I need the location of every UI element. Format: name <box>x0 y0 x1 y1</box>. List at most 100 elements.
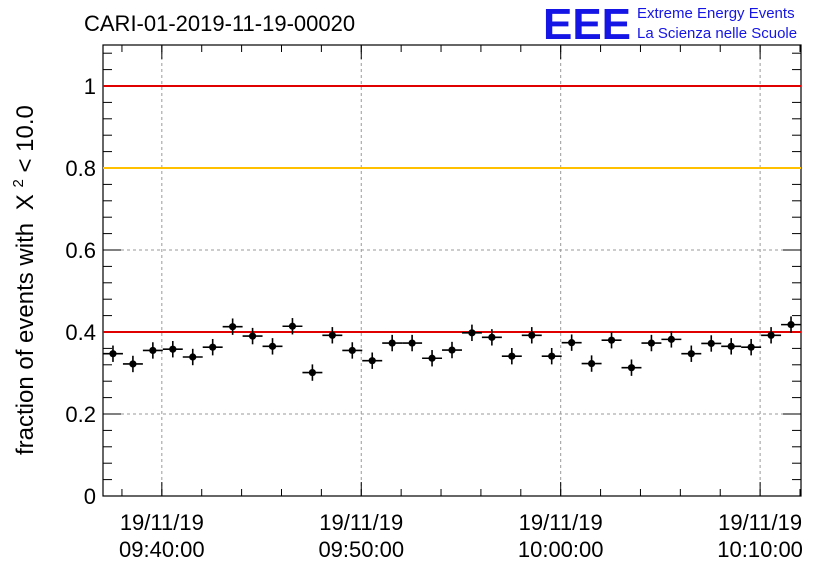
data-marker <box>209 343 217 351</box>
data-marker <box>428 354 436 362</box>
data-marker <box>508 352 516 360</box>
data-point <box>761 327 782 344</box>
x-tick-label-date: 19/11/19 <box>120 510 204 535</box>
data-point <box>103 345 123 362</box>
data-point <box>442 341 462 359</box>
data-point <box>561 334 582 351</box>
data-point <box>282 318 303 335</box>
data-marker <box>348 346 356 355</box>
axis-ticks <box>103 45 801 497</box>
data-marker <box>129 360 137 368</box>
data-point <box>262 338 283 355</box>
eee-logo-mark: EEE <box>543 0 631 49</box>
data-marker <box>787 321 795 329</box>
data-marker <box>707 339 715 348</box>
x-tick-label-date: 19/11/19 <box>718 510 802 535</box>
data-point <box>182 348 203 366</box>
y-axis-label: fraction of events with X 2 < 10.0 <box>2 105 39 455</box>
data-point <box>422 350 443 367</box>
data-marker <box>627 364 636 372</box>
data-marker <box>229 323 237 331</box>
data-point <box>721 338 742 355</box>
data-marker <box>109 350 117 358</box>
data-marker <box>149 346 157 355</box>
data-point <box>641 334 662 352</box>
data-marker <box>687 350 695 358</box>
y-tick-label: 0.4 <box>65 320 96 345</box>
x-tick-label-time: 09:50:00 <box>318 537 404 562</box>
x-tick-labels: 19/11/1909:40:0019/11/1909:50:0019/11/19… <box>119 510 803 562</box>
data-point <box>741 338 762 356</box>
data-point <box>781 316 801 333</box>
data-marker <box>189 353 197 361</box>
plot-frame <box>102 44 802 497</box>
y-tick-label: 0.8 <box>65 156 96 181</box>
data-point <box>581 355 602 372</box>
data-point <box>122 355 143 373</box>
y-tick-label: 0 <box>84 484 96 509</box>
data-marker <box>169 345 177 353</box>
data-marker <box>248 332 257 340</box>
y-axis-label-exponent: 2 <box>10 179 27 187</box>
eee-logo-line2: La Scienza nelle Scuole <box>637 25 797 42</box>
data-point <box>521 327 542 344</box>
data-point <box>342 342 363 359</box>
data-point <box>601 332 622 349</box>
y-axis-label-text: fraction of events with <box>12 223 39 455</box>
data-points <box>103 316 801 381</box>
y-tick-labels: 0 0.2 0.4 0.6 0.8 1 <box>65 74 96 509</box>
data-point <box>461 324 482 342</box>
y-tick-label: 0.2 <box>65 402 96 427</box>
data-marker <box>588 359 596 368</box>
data-marker <box>568 339 576 347</box>
data-point <box>242 327 263 345</box>
data-marker <box>468 329 476 337</box>
data-marker <box>288 322 297 330</box>
data-point <box>501 347 522 365</box>
data-marker <box>528 331 536 339</box>
data-marker <box>328 331 336 339</box>
eee-logo: EEE Extreme Energy Events La Scienza nel… <box>543 0 797 49</box>
x-tick-label-time: 09:40:00 <box>119 537 205 562</box>
x-tick-label-date: 19/11/19 <box>519 510 603 535</box>
data-point <box>302 364 323 381</box>
data-point <box>362 352 383 369</box>
data-point <box>382 334 403 352</box>
data-marker <box>308 368 316 377</box>
data-marker <box>747 343 755 351</box>
data-marker <box>767 331 775 339</box>
data-point <box>701 335 722 352</box>
data-point <box>661 331 682 348</box>
x-tick-label-time: 10:10:00 <box>717 537 803 562</box>
data-point <box>162 341 183 358</box>
data-marker <box>607 336 616 344</box>
data-point <box>402 334 423 352</box>
data-point <box>202 338 223 356</box>
reference-lines <box>103 85 801 333</box>
y-axis-label-symbol: X <box>12 194 39 210</box>
data-marker <box>727 342 735 350</box>
y-tick-label: 0.6 <box>65 238 96 263</box>
data-marker <box>548 352 556 360</box>
grid <box>103 45 801 496</box>
data-point <box>481 329 502 346</box>
data-marker <box>647 339 656 347</box>
chart-title: CARI-01-2019-11-19-00020 <box>84 11 355 36</box>
data-point <box>142 342 163 359</box>
data-point <box>621 359 642 376</box>
data-point <box>681 345 702 362</box>
data-marker <box>448 346 456 354</box>
data-marker <box>388 339 396 347</box>
data-marker <box>667 335 675 343</box>
y-tick-label: 1 <box>84 74 96 99</box>
x-tick-label-date: 19/11/19 <box>319 510 403 535</box>
x-tick-label-time: 10:00:00 <box>518 537 604 562</box>
data-point <box>541 347 562 365</box>
data-point <box>322 327 343 344</box>
data-marker <box>368 357 376 365</box>
data-marker <box>488 333 496 341</box>
data-point <box>222 318 243 335</box>
data-marker <box>408 339 416 347</box>
data-marker <box>268 342 277 350</box>
